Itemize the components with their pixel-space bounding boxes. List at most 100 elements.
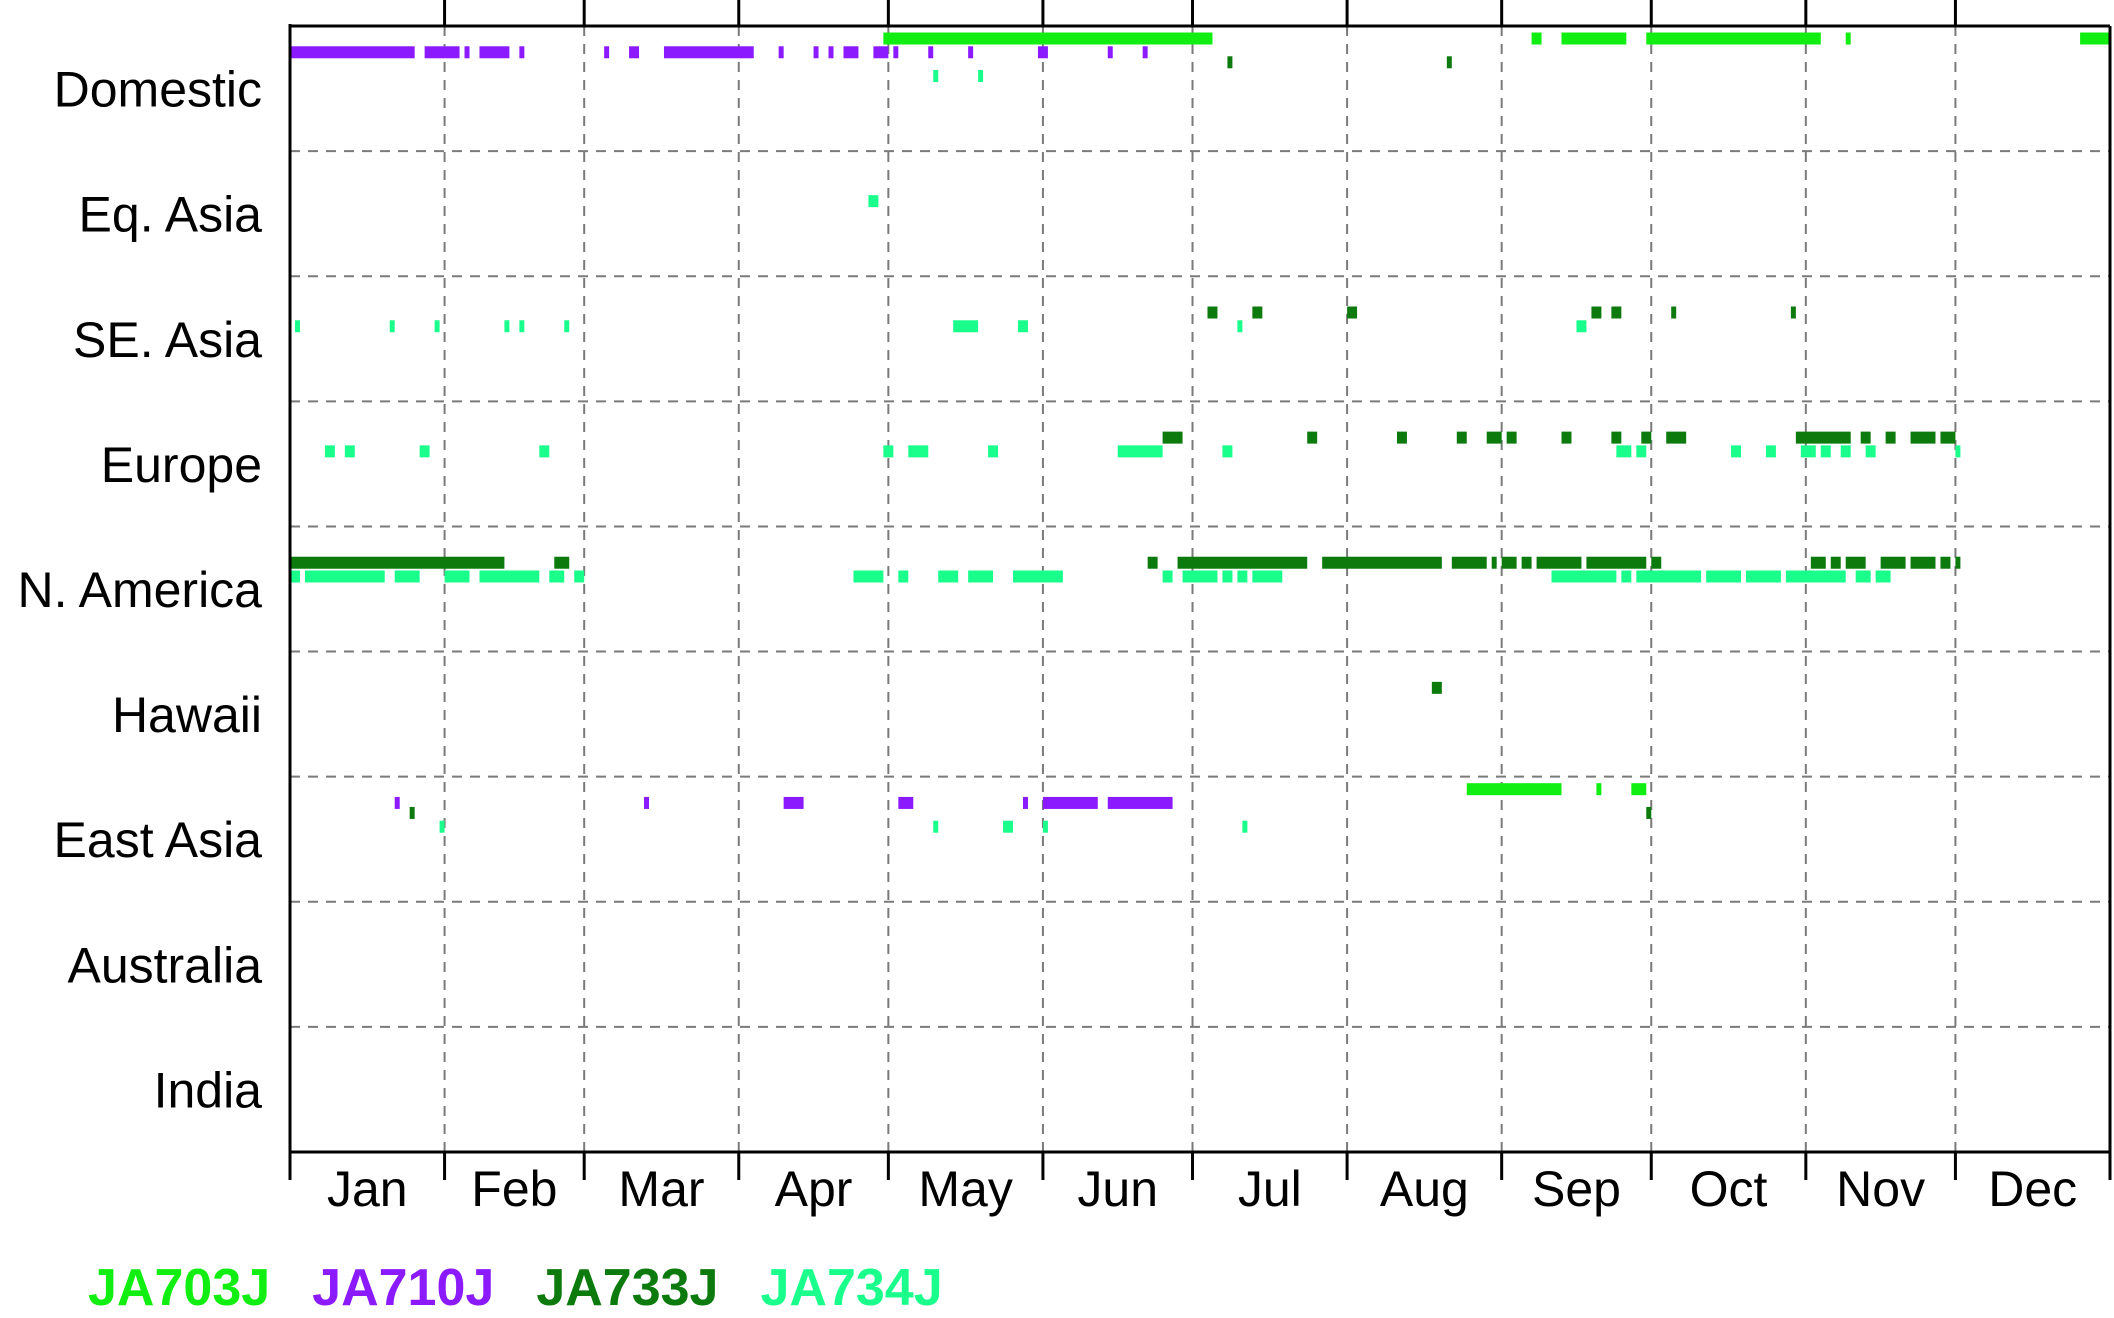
grid-lines [290,26,2110,1152]
row-label-eq-asia: Eq. Asia [79,187,263,243]
bar-ja703j-east-asia [1596,783,1602,796]
bar-ja733j-se-asia [1252,306,1263,319]
bar-ja734j-n-america [1252,570,1283,583]
bar-ja710j-domestic [893,46,899,59]
bar-ja734j-se-asia [519,320,525,333]
bar-ja710j-east-asia [783,796,804,809]
bar-ja734j-n-america [1785,570,1846,583]
bar-ja734j-se-asia [434,320,440,333]
bar-ja733j-se-asia [1591,306,1602,319]
bar-ja734j-europe [419,445,430,458]
bar-ja733j-europe [1940,431,1956,444]
bar-ja734j-europe [1222,445,1233,458]
bar-ja703j-domestic [1531,32,1542,45]
row-label-se-asia: SE. Asia [73,312,262,368]
bar-ja710j-domestic [290,46,415,59]
bar-ja710j-domestic [519,46,525,59]
bar-ja734j-se-asia [1018,320,1028,333]
legend-item-ja710j: JA710J [312,1259,495,1317]
bar-ja733j-europe [1795,431,1851,444]
bar-ja733j-domestic [1227,56,1233,69]
bar-ja710j-domestic [604,46,610,59]
bar-ja733j-europe [1162,431,1183,444]
bar-ja733j-n-america [1940,556,1951,569]
legend: JA703J JA710J JA733J JA734J [88,1258,943,1318]
bar-ja734j-se-asia [1576,320,1587,333]
month-label-apr: Apr [775,1161,853,1217]
bar-ja733j-n-america [1536,556,1582,569]
bar-ja734j-n-america [938,570,959,583]
bar-ja733j-se-asia [1611,306,1622,319]
bar-ja734j-n-america [574,570,585,583]
bar-ja734j-n-america [1551,570,1617,583]
bar-ja703j-east-asia [1466,783,1562,796]
bar-ja733j-n-america [290,556,505,569]
month-label-jan: Jan [327,1161,408,1217]
month-label-nov: Nov [1836,1161,1925,1217]
bar-ja710j-domestic [843,46,859,59]
month-label-aug: Aug [1380,1161,1469,1217]
bar-ja734j-se-asia [294,320,300,333]
bar-ja734j-east-asia [1003,820,1014,833]
bar-ja733j-europe [1611,431,1622,444]
month-label-feb: Feb [471,1161,557,1217]
bar-ja733j-n-america [1491,556,1497,569]
bar-ja734j-europe [988,445,999,458]
bar-ja733j-n-america [1322,556,1442,569]
bar-ja733j-n-america [1830,556,1841,569]
bar-ja734j-domestic [933,70,939,83]
bar-ja734j-n-america [479,570,540,583]
bar-ja710j-domestic [424,46,460,59]
bar-ja703j-domestic [883,32,1213,45]
bar-ja733j-n-america [1147,556,1158,569]
month-label-jun: Jun [1077,1161,1158,1217]
row-label-australia: Australia [67,937,262,993]
bar-ja710j-east-asia [1042,796,1098,809]
bar-ja710j-east-asia [394,796,400,809]
bar-ja703j-domestic [1561,32,1627,45]
bar-ja710j-domestic [813,46,819,59]
bar-ja733j-east-asia [409,806,415,819]
bar-ja734j-se-asia [953,320,979,333]
bar-ja733j-n-america [1810,556,1826,569]
bar-ja710j-domestic [1142,46,1148,59]
bar-ja734j-europe [1636,445,1647,458]
bar-ja734j-east-asia [933,820,939,833]
row-label-hawaii: Hawaii [112,687,262,743]
bar-ja734j-se-asia [389,320,395,333]
bar-ja710j-domestic [464,46,470,59]
bar-ja734j-europe [1955,445,1961,458]
bar-ja734j-europe [344,445,355,458]
bar-ja733j-n-america [1521,556,1532,569]
legend-item-ja703j: JA703J [88,1259,271,1317]
data-marks [290,32,2110,833]
bar-ja703j-east-asia [1631,783,1647,796]
bar-ja734j-europe [324,445,335,458]
row-label-india: India [154,1062,263,1118]
bar-ja733j-europe [1456,431,1467,444]
bar-ja710j-domestic [928,46,934,59]
bar-ja733j-europe [1910,431,1936,444]
bar-ja733j-europe [1641,431,1652,444]
bar-ja734j-n-america [1222,570,1233,583]
bar-ja734j-n-america [444,570,470,583]
bar-ja703j-domestic [1646,32,1821,45]
bar-ja734j-n-america [1182,570,1218,583]
bar-ja710j-domestic [968,46,974,59]
bar-ja733j-se-asia [1347,306,1358,319]
bar-ja734j-n-america [898,570,909,583]
bar-ja733j-europe [1666,431,1687,444]
bar-ja734j-se-asia [504,320,510,333]
bar-ja733j-n-america [1651,556,1662,569]
bar-ja733j-hawaii [1431,681,1442,694]
bar-ja734j-se-asia [564,320,570,333]
bar-ja734j-n-america [1621,570,1632,583]
bar-ja734j-n-america [1875,570,1891,583]
bar-ja733j-east-asia [1646,806,1652,819]
month-label-jul: Jul [1238,1161,1302,1217]
bar-ja733j-europe [1506,431,1517,444]
bar-ja734j-europe [1117,445,1163,458]
bar-ja734j-n-america [290,570,300,583]
bar-ja734j-n-america [549,570,565,583]
timeline-chart: Domestic Eq. Asia SE. Asia Europe N. America… [17,0,2112,1217]
